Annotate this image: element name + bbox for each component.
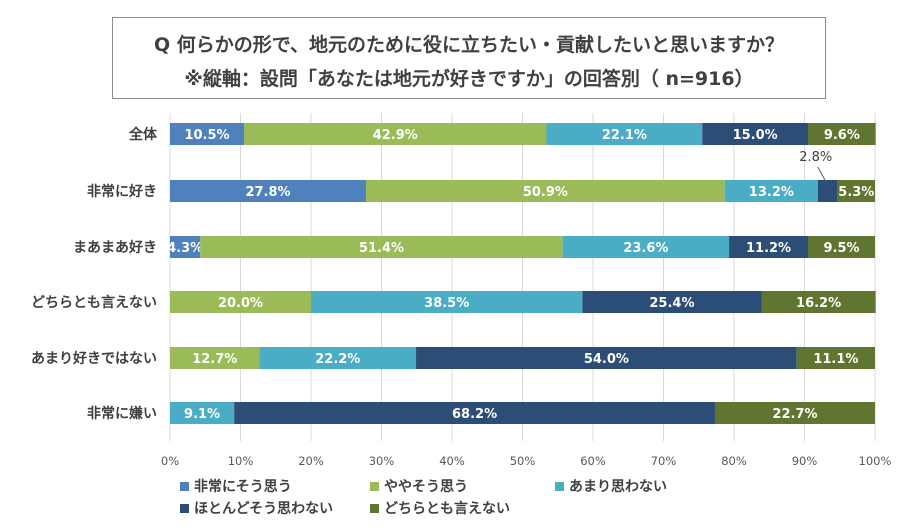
callout-leader — [817, 166, 829, 186]
bar-segment — [170, 123, 245, 145]
data-label: 13.2% — [749, 185, 794, 200]
legend-label: 非常にそう思う — [194, 478, 292, 495]
callout-label: 2.8% — [799, 150, 832, 165]
data-label: 38.5% — [424, 296, 469, 311]
data-label: 42.9% — [373, 128, 418, 143]
chart-title-box: Q 何らかの形で、地元のために役に立ちたい・貢献したいと思いますか？ ※縦軸：設… — [112, 17, 826, 99]
legend-label: どちらとも言えない — [384, 500, 510, 517]
category-label: 非常に嫌い — [87, 405, 157, 422]
data-label: 12.7% — [192, 352, 237, 367]
legend-swatch — [370, 504, 379, 513]
bar-segment — [311, 291, 583, 313]
data-label: 51.4% — [359, 241, 404, 256]
category-label: 非常に好き — [87, 183, 157, 200]
x-tick-label: 30% — [369, 454, 395, 468]
data-label: 11.1% — [813, 352, 858, 367]
bar-segment — [170, 236, 201, 258]
bar-segment — [234, 402, 715, 424]
x-tick-label: 80% — [721, 454, 747, 468]
x-tick-label: 20% — [298, 454, 324, 468]
chart-title: Q 何らかの形で、地元のために役に立ちたい・貢献したいと思いますか？ — [153, 34, 784, 56]
data-label: 11.2% — [746, 241, 791, 256]
bar-segment — [714, 402, 875, 424]
bar-segment — [837, 180, 875, 202]
data-label: 15.0% — [733, 128, 778, 143]
x-tick-label: 100% — [859, 454, 892, 468]
bar-segment — [365, 180, 725, 202]
data-label: 54.0% — [584, 352, 629, 367]
data-label: 50.9% — [523, 185, 568, 200]
chart-subtitle: ※縦軸：設問「あなたは地元が好きですか」の回答別（ n=916） — [184, 68, 754, 90]
category-label: どちらとも言えない — [31, 294, 157, 311]
legend-label: あまり思わない — [569, 479, 667, 495]
bar-segment — [170, 180, 366, 202]
bar-segment — [259, 347, 417, 369]
bar-segment — [170, 347, 260, 369]
category-label: 全体 — [128, 126, 158, 143]
bar-segment — [546, 123, 703, 145]
category-label: まあまあ好き — [73, 239, 157, 256]
bar-segment — [724, 180, 818, 202]
data-label: 25.4% — [649, 296, 694, 311]
data-label: 22.2% — [315, 352, 360, 367]
x-tick-label: 0% — [161, 454, 179, 468]
x-tick-label: 70% — [651, 454, 677, 468]
data-label: 23.6% — [623, 241, 668, 256]
data-label: 20.0% — [218, 296, 263, 311]
data-label: 9.5% — [823, 241, 859, 256]
bar-segment — [170, 402, 235, 424]
bar-segment — [817, 180, 838, 202]
data-label: 5.3% — [838, 185, 874, 200]
bar-segment — [582, 291, 762, 313]
bar-segment — [796, 347, 875, 369]
bar-segment — [416, 347, 797, 369]
x-tick-label: 90% — [792, 454, 818, 468]
data-label: 16.2% — [796, 296, 841, 311]
data-label: 4.3% — [167, 241, 203, 256]
legend-swatch — [555, 482, 564, 491]
data-label: 22.1% — [602, 128, 647, 143]
x-tick-label: 50% — [510, 454, 536, 468]
data-label: 22.7% — [772, 407, 817, 422]
legend-label: ほとんどそう思わない — [194, 501, 333, 517]
bar-segment — [200, 236, 563, 258]
legend-label: ややそう思う — [384, 479, 468, 495]
bar-segment — [761, 291, 876, 313]
bar-segment — [562, 236, 730, 258]
legend-swatch — [180, 482, 189, 491]
x-tick-label: 10% — [228, 454, 254, 468]
data-label: 9.6% — [824, 128, 860, 143]
legend-swatch — [180, 504, 189, 513]
bar-segment — [808, 236, 875, 258]
bar-segment — [702, 123, 809, 145]
data-label: 68.2% — [452, 407, 497, 422]
category-label: あまり好きではない — [31, 350, 157, 367]
data-label: 27.8% — [245, 185, 290, 200]
legend-swatch — [370, 482, 379, 491]
data-label: 9.1% — [184, 407, 220, 422]
x-tick-label: 40% — [439, 454, 465, 468]
bar-segment — [244, 123, 547, 145]
bar-segment — [808, 123, 876, 145]
data-label: 10.5% — [184, 128, 229, 143]
bar-segment — [729, 236, 809, 258]
x-tick-label: 60% — [580, 454, 606, 468]
bar-segment — [170, 291, 311, 313]
